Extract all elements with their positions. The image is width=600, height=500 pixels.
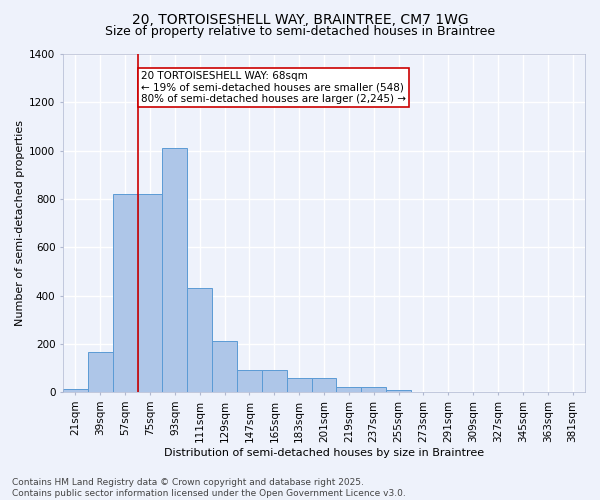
Bar bbox=[88, 352, 113, 392]
Bar bbox=[137, 194, 163, 392]
Text: Contains HM Land Registry data © Crown copyright and database right 2025.
Contai: Contains HM Land Registry data © Crown c… bbox=[12, 478, 406, 498]
Bar bbox=[237, 370, 262, 392]
Text: 20, TORTOISESHELL WAY, BRAINTREE, CM7 1WG: 20, TORTOISESHELL WAY, BRAINTREE, CM7 1W… bbox=[131, 12, 469, 26]
Y-axis label: Number of semi-detached properties: Number of semi-detached properties bbox=[15, 120, 25, 326]
Bar bbox=[337, 388, 361, 392]
Bar bbox=[386, 390, 411, 392]
Bar bbox=[361, 388, 386, 392]
Bar bbox=[311, 378, 337, 392]
X-axis label: Distribution of semi-detached houses by size in Braintree: Distribution of semi-detached houses by … bbox=[164, 448, 484, 458]
Bar bbox=[63, 388, 88, 392]
Bar bbox=[262, 370, 287, 392]
Bar bbox=[187, 288, 212, 392]
Bar bbox=[287, 378, 311, 392]
Bar bbox=[163, 148, 187, 392]
Bar bbox=[212, 342, 237, 392]
Text: 20 TORTOISESHELL WAY: 68sqm
← 19% of semi-detached houses are smaller (548)
80% : 20 TORTOISESHELL WAY: 68sqm ← 19% of sem… bbox=[142, 71, 406, 104]
Bar bbox=[113, 194, 137, 392]
Text: Size of property relative to semi-detached houses in Braintree: Size of property relative to semi-detach… bbox=[105, 25, 495, 38]
